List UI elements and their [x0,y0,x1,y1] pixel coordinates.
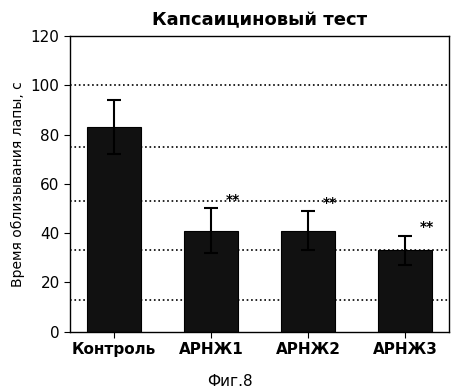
Bar [87,127,140,332]
Text: **: ** [322,196,336,210]
Bar [281,230,334,332]
Text: Фиг.8: Фиг.8 [207,374,252,389]
Title: Капсаициновый тест: Капсаициновый тест [151,11,366,29]
Text: **: ** [225,193,239,207]
Bar [377,250,431,332]
Text: **: ** [419,220,433,234]
Bar [184,230,237,332]
Y-axis label: Время облизывания лапы, с: Время облизывания лапы, с [11,81,25,287]
